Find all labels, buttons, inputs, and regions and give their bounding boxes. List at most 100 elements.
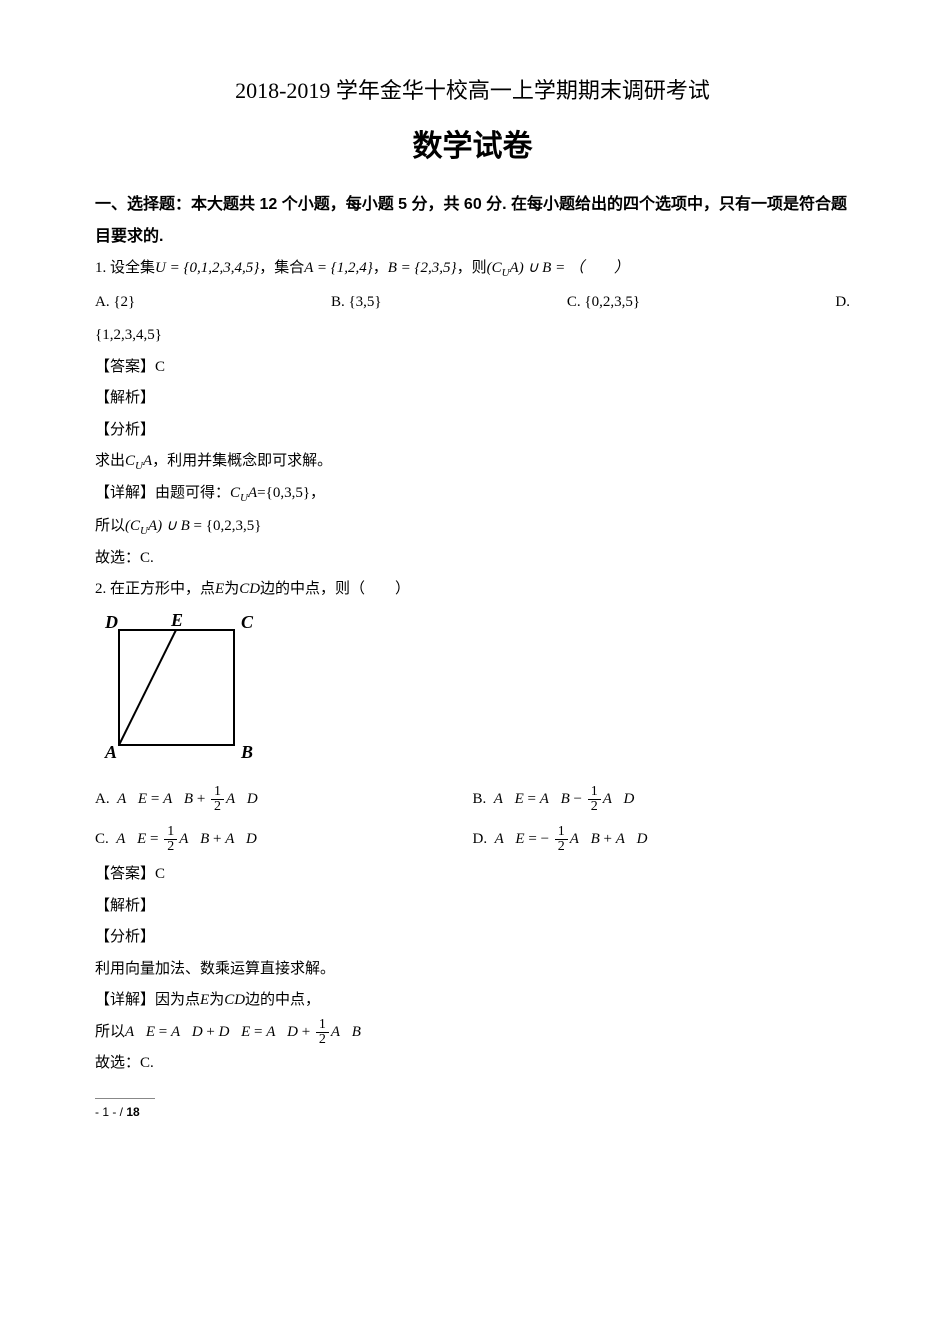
label-e: E <box>170 612 183 630</box>
section-heading: 一、选择题：本大题共 12 个小题，每小题 5 分，共 60 分. 在每小题给出… <box>95 189 850 253</box>
q1-so: 所以(CUA) ∪ B = {0,2,3,5} <box>95 511 850 543</box>
q1-option-d-wrap: {1,2,3,4,5} <box>95 320 850 352</box>
q2-option-b: B. A⃗E = A⃗B − 12A⃗D <box>473 784 851 816</box>
q1-option-d: D. <box>803 287 850 319</box>
neg: − <box>541 831 553 847</box>
vec-ae: A⃗E <box>125 1024 155 1040</box>
plus: + <box>203 1024 219 1040</box>
opt-label: A. <box>95 294 110 310</box>
eq: = <box>147 791 163 807</box>
q2-answer: 【答案】C <box>95 859 850 891</box>
vec-ad: A⃗D <box>225 831 257 847</box>
frac-half: 12 <box>164 825 177 854</box>
eq: = <box>155 1024 171 1040</box>
num: 1 <box>555 825 568 840</box>
q2-option-c: C. A⃗E = 12A⃗B + A⃗D <box>95 824 473 856</box>
label-d: D <box>104 612 118 632</box>
q2-fenxi: 【分析】 <box>95 922 850 954</box>
q2-analysis: 利用向量加法、数乘运算直接求解。 <box>95 954 850 986</box>
q2-stem: 2. 在正方形中，点E为CD边的中点，则（ ） <box>95 574 850 606</box>
vec-ae: A⃗E <box>117 791 147 807</box>
opt-label: D. <box>473 831 488 847</box>
plus: + <box>298 1024 314 1040</box>
vec-ad: A⃗D <box>171 1024 203 1040</box>
plus: + <box>193 791 209 807</box>
q1-a-expr: A = {1,2,4} <box>304 260 373 276</box>
eq: = <box>250 1024 266 1040</box>
vec-ab: A⃗B <box>179 831 209 847</box>
q2-detail: 【详解】因为点E为CD边的中点， <box>95 985 850 1017</box>
q2-so: 所以A⃗E = A⃗D + D⃗E = A⃗D + 12A⃗B <box>95 1017 850 1049</box>
den: 2 <box>164 840 177 854</box>
vec-ab: A⃗B <box>163 791 193 807</box>
q1-mid2: ， <box>373 260 388 276</box>
page-title: 数学试卷 <box>95 118 850 175</box>
frac-half: 12 <box>316 1018 329 1047</box>
square-diagram-svg: A B C D E <box>101 612 256 762</box>
num: 1 <box>316 1018 329 1033</box>
opt-text: {0,2,3,5} <box>584 294 640 310</box>
q1-option-c: C. {0,2,3,5} <box>567 287 803 319</box>
vec-ab: A⃗B <box>570 831 600 847</box>
opt-label: B. <box>331 294 345 310</box>
q1-conclude: 故选：C. <box>95 543 850 575</box>
q2-options: A. A⃗E = A⃗B + 12A⃗D B. A⃗E = A⃗B − 12A⃗… <box>95 780 850 859</box>
q2-diagram: A B C D E <box>101 612 850 775</box>
page-footer: - 1 - / 18 <box>95 1098 850 1124</box>
q2-jiexi: 【解析】 <box>95 891 850 923</box>
q1-mid3: ，则 <box>457 260 487 276</box>
opt-label: A. <box>95 791 110 807</box>
minus: − <box>570 791 586 807</box>
den: 2 <box>555 840 568 854</box>
q1-u-expr: U = {0,1,2,3,4,5} <box>155 260 259 276</box>
vec-ad: A⃗D <box>266 1024 298 1040</box>
q1-cua: (C <box>487 260 502 276</box>
vec-ae: A⃗E <box>495 831 525 847</box>
label-a: A <box>104 742 117 762</box>
frac-half: 12 <box>555 825 568 854</box>
page-current: - 1 - <box>95 1105 116 1119</box>
q1-options: A. {2} B. {3,5} C. {0,2,3,5} D. <box>95 287 850 319</box>
q2-option-d: D. A⃗E = − 12A⃗B + A⃗D <box>473 824 851 856</box>
opt-label: C. <box>567 294 581 310</box>
eq: = <box>525 831 541 847</box>
label-c: C <box>241 612 254 632</box>
question-2: 2. 在正方形中，点E为CD边的中点，则（ ） A B C D E A. A⃗E… <box>95 574 850 1080</box>
q1-analysis: 求出CUA，利用并集概念即可求解。 <box>95 446 850 478</box>
q1-so-prefix: 所以 <box>95 518 125 534</box>
footer-rule <box>95 1098 155 1099</box>
vec-ab: A⃗B <box>540 791 570 807</box>
q1-stem-prefix: 1. 设全集 <box>95 260 155 276</box>
q1-stem: 1. 设全集U = {0,1,2,3,4,5}，集合A = {1,2,4}，B … <box>95 253 850 285</box>
label-b: B <box>240 742 253 762</box>
q1-detail-prefix: 【详解】由题可得： <box>95 485 230 501</box>
opt-text: {3,5} <box>348 294 381 310</box>
q1-detail: 【详解】由题可得：CUA={0,3,5}， <box>95 478 850 510</box>
frac-half: 12 <box>588 785 601 814</box>
num: 1 <box>588 785 601 800</box>
q2-so-prefix: 所以 <box>95 1024 125 1040</box>
frac-half: 12 <box>211 785 224 814</box>
q1-jiexi: 【解析】 <box>95 383 850 415</box>
den: 2 <box>211 800 224 814</box>
vec-ad: A⃗D <box>603 791 635 807</box>
q1-answer: 【答案】C <box>95 352 850 384</box>
opt-label: B. <box>473 791 487 807</box>
eq: = <box>524 791 540 807</box>
q1-option-b: B. {3,5} <box>331 287 567 319</box>
page-sep: / <box>116 1105 126 1119</box>
vec-ad: A⃗D <box>616 831 648 847</box>
num: 1 <box>164 825 177 840</box>
question-1: 1. 设全集U = {0,1,2,3,4,5}，集合A = {1,2,4}，B … <box>95 253 850 574</box>
den: 2 <box>316 1033 329 1047</box>
vec-ad: A⃗D <box>226 791 258 807</box>
opt-label: C. <box>95 831 109 847</box>
q2-option-a: A. A⃗E = A⃗B + 12A⃗D <box>95 784 473 816</box>
vec-ae: A⃗E <box>116 831 146 847</box>
eq: = <box>146 831 162 847</box>
q1-option-a: A. {2} <box>95 287 331 319</box>
plus: + <box>600 831 616 847</box>
q1-cua-sub: U <box>502 267 510 279</box>
vec-ae: A⃗E <box>494 791 524 807</box>
q1-fenxi: 【分析】 <box>95 415 850 447</box>
